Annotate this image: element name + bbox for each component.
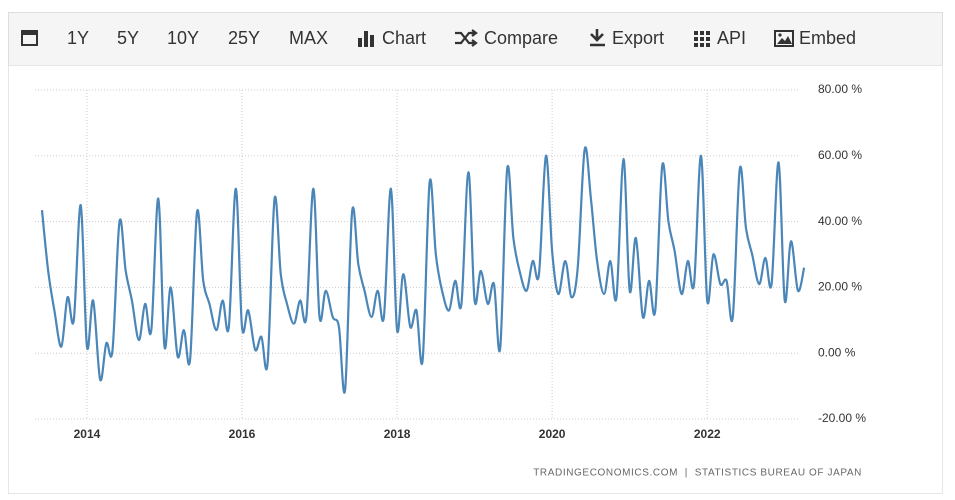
export-icon bbox=[590, 29, 605, 47]
calendar-button[interactable] bbox=[21, 30, 38, 46]
x-tick-label: 2018 bbox=[384, 427, 411, 441]
y-tick-label: 20.00 % bbox=[818, 280, 862, 294]
embed-icon bbox=[774, 30, 794, 47]
x-tick-label: 2014 bbox=[74, 427, 101, 441]
x-tick-label: 2022 bbox=[694, 427, 721, 441]
range-25y[interactable]: 25Y bbox=[228, 28, 260, 48]
chart-button[interactable]: Chart bbox=[382, 28, 426, 48]
y-tick-label: 80.00 % bbox=[818, 82, 862, 96]
compare-button[interactable]: Compare bbox=[484, 28, 558, 48]
y-tick-label: -20.00 % bbox=[818, 411, 866, 425]
range-5y[interactable]: 5Y bbox=[117, 28, 139, 48]
export-button[interactable]: Export bbox=[612, 28, 664, 48]
embed-button[interactable]: Embed bbox=[799, 28, 856, 48]
calendar-icon-face bbox=[23, 35, 36, 44]
x-tick-label: 2020 bbox=[539, 427, 566, 441]
range-max[interactable]: MAX bbox=[289, 28, 328, 48]
x-tick-label: 2016 bbox=[229, 427, 256, 441]
range-10y[interactable]: 10Y bbox=[167, 28, 199, 48]
api-button[interactable]: API bbox=[717, 28, 746, 48]
compare-icon bbox=[455, 29, 478, 47]
range-1y[interactable]: 1Y bbox=[67, 28, 89, 48]
source-note: TRADINGECONOMICS.COM | STATISTICS BUREAU… bbox=[533, 468, 862, 479]
data-line bbox=[40, 146, 806, 394]
chart-icon bbox=[358, 31, 374, 47]
y-tick-label: 60.00 % bbox=[818, 148, 862, 162]
y-tick-label: 40.00 % bbox=[818, 214, 862, 228]
y-tick-label: 0.00 % bbox=[818, 345, 856, 359]
api-icon bbox=[694, 31, 710, 47]
